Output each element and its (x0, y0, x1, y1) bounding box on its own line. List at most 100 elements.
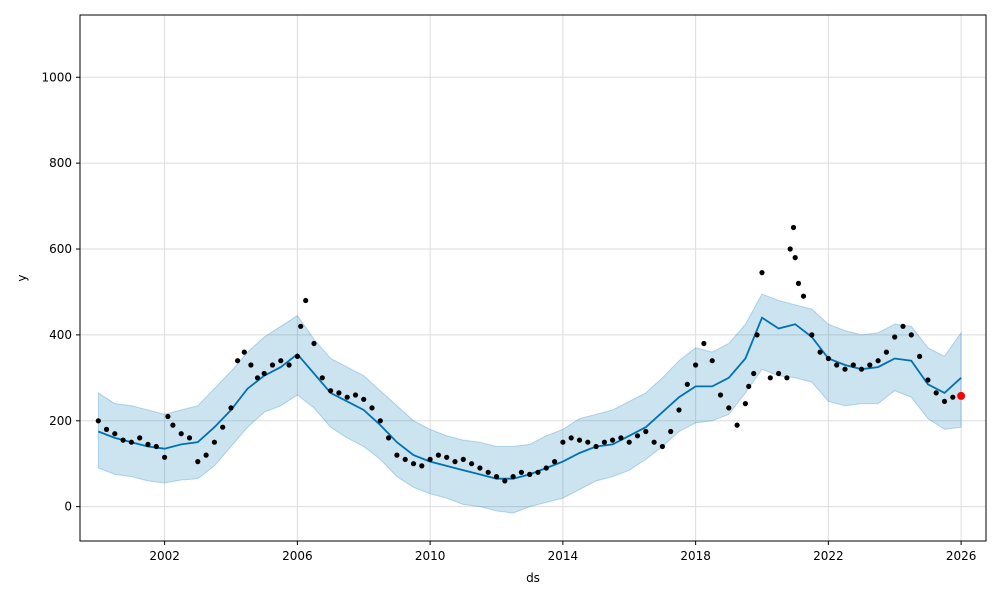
observed-point (145, 441, 151, 447)
observed-point (235, 358, 241, 364)
observed-point (95, 418, 101, 424)
observed-point (336, 390, 342, 396)
observed-point (527, 471, 533, 477)
observed-point (734, 422, 740, 428)
observed-point (867, 362, 873, 368)
observed-point (518, 469, 525, 475)
observed-point (328, 388, 334, 394)
observed-point (552, 459, 558, 465)
observed-point (153, 443, 159, 450)
x-tick-label: 2006 (282, 549, 313, 563)
x-tick-label: 2010 (415, 549, 446, 563)
observed-point (668, 428, 674, 435)
observed-point (610, 437, 616, 443)
observed-point (493, 474, 500, 480)
y-axis-label: y (15, 274, 29, 281)
x-tick-label: 2014 (548, 549, 579, 563)
observed-point (510, 474, 516, 480)
observed-point (746, 383, 752, 389)
observed-point (776, 370, 782, 377)
observed-point (576, 437, 583, 443)
observed-point (900, 323, 906, 329)
observed-point (170, 422, 176, 428)
observed-point (792, 255, 798, 261)
observed-point (809, 332, 815, 338)
observed-point (701, 340, 707, 347)
observed-point (800, 293, 807, 299)
observed-point (767, 375, 773, 381)
observed-point (883, 349, 890, 355)
observed-point (103, 426, 110, 432)
observed-point (377, 418, 383, 424)
observed-point (568, 435, 574, 441)
observed-point (394, 452, 400, 458)
latest-point (957, 391, 966, 400)
observed-point (361, 396, 367, 402)
observed-point (908, 332, 914, 338)
observed-point (717, 392, 724, 398)
observed-point (162, 454, 168, 460)
observed-point (186, 435, 193, 441)
observed-point (842, 366, 848, 372)
observed-point (286, 362, 292, 368)
observed-point (344, 394, 350, 400)
observed-point (950, 394, 956, 400)
observed-point (178, 431, 184, 437)
observed-point (795, 280, 802, 286)
observed-point (469, 461, 475, 467)
observed-point (261, 370, 267, 377)
observed-point (787, 246, 793, 252)
observed-point (634, 433, 641, 439)
observed-point (369, 405, 375, 411)
observed-point (220, 424, 226, 430)
observed-points (95, 224, 964, 484)
observed-point (241, 349, 247, 355)
y-tick-label: 200 (49, 414, 72, 428)
observed-point (165, 413, 171, 420)
observed-point (311, 340, 317, 347)
observed-point (502, 478, 508, 484)
observed-point (684, 381, 690, 387)
observed-point (651, 439, 657, 445)
observed-point (742, 401, 749, 407)
observed-point (452, 459, 458, 465)
grid (80, 15, 986, 541)
uncertainty-band (97, 293, 962, 514)
x-axis-label: ds (526, 571, 540, 585)
observed-point (535, 469, 541, 475)
uncertainty-band-area (97, 293, 962, 514)
observed-point (120, 437, 126, 443)
observed-point (759, 270, 765, 276)
observed-point (560, 439, 566, 445)
observed-point (790, 224, 797, 231)
observed-point (269, 362, 276, 368)
observed-point (419, 463, 425, 469)
observed-point (435, 452, 441, 458)
y-tick-label: 800 (49, 156, 72, 170)
observed-point (203, 452, 209, 458)
observed-point (427, 456, 433, 462)
y-tick-label: 600 (49, 242, 72, 256)
observed-point (925, 377, 931, 383)
observed-point (211, 439, 217, 445)
observed-point (858, 366, 865, 372)
plot-frame (79, 14, 987, 542)
observed-point (693, 362, 699, 368)
observed-point (303, 297, 309, 304)
observed-point (128, 439, 134, 445)
y-tick-label: 0 (64, 500, 72, 514)
observed-point (754, 332, 760, 338)
y-axis-ticks: 0 200 400 600 800 1000 (41, 70, 80, 514)
observed-point (626, 439, 632, 445)
observed-point (941, 398, 948, 404)
observed-point (751, 370, 757, 377)
observed-point (402, 456, 408, 462)
observed-point (850, 362, 856, 368)
y-tick-label: 1000 (41, 70, 72, 84)
observed-point (352, 392, 359, 398)
observed-point (917, 353, 923, 359)
observed-point (543, 465, 549, 471)
y-tick-label: 400 (49, 328, 72, 342)
